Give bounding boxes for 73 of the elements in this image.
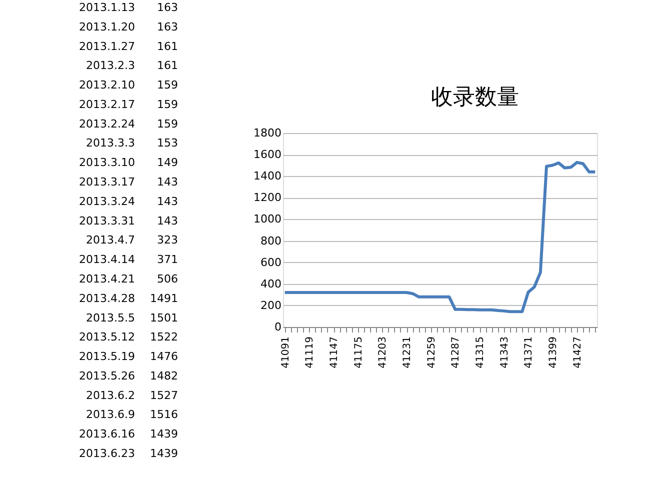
text: 1491: [150, 292, 178, 305]
text: 1501: [150, 311, 178, 324]
text: 2013.3.24: [79, 194, 135, 208]
text: 163: [157, 1, 178, 14]
x-tick-label: 41259: [426, 336, 438, 368]
text: 159: [157, 117, 178, 130]
text: 2013.3.17: [79, 176, 135, 189]
x-tick-label: 41091: [280, 336, 292, 368]
x-tick-label: 41203: [378, 336, 389, 368]
x-tick-label: 41231: [402, 336, 414, 368]
text: 143: [157, 214, 178, 228]
text: 2013.2.3: [86, 59, 135, 72]
text: 2013.3.31: [79, 214, 135, 228]
text: 159: [157, 98, 178, 111]
text: 1516: [150, 408, 178, 422]
text: 2013.6.2: [86, 388, 135, 402]
y-tick-label: 1600: [254, 148, 282, 162]
text: 2013.3.10: [79, 156, 135, 170]
text: 1527: [150, 388, 178, 402]
text: 2013.2.24: [79, 117, 135, 130]
y-tick-label: 1800: [254, 126, 282, 140]
y-tick-label: 0: [274, 320, 282, 334]
text: 149: [157, 156, 178, 170]
y-tick-label: 1200: [254, 191, 282, 204]
x-tick-label: 41287: [450, 336, 462, 368]
x-tick-label: 41119: [304, 336, 316, 368]
text: 2013.2.10: [79, 78, 135, 92]
text: 2013.5.12: [79, 330, 135, 344]
text: 2013.2.17: [79, 98, 135, 111]
text: 2013.1.20: [79, 20, 135, 34]
x-tick-label: 41175: [353, 336, 364, 368]
text: 2013.4.21: [79, 272, 135, 286]
x-tick-label: 41427: [572, 336, 584, 368]
text: 2013.5.26: [79, 369, 135, 382]
text: 161: [157, 40, 178, 53]
text: 506: [157, 272, 178, 286]
y-tick-label: 200: [260, 298, 282, 312]
text: 2013.5.19: [79, 350, 135, 364]
text: 371: [157, 253, 178, 266]
text: 2013.1.13: [79, 1, 135, 14]
text: 2013.6.23: [79, 447, 135, 460]
line-series: [283, 160, 597, 314]
text: 2013.4.14: [79, 253, 135, 266]
text: 1482: [150, 369, 178, 382]
text: 323: [157, 234, 178, 247]
text: 2013.4.7: [86, 234, 135, 247]
y-tick-label: 600: [260, 256, 282, 269]
text: 1439: [150, 447, 178, 460]
text: 1439: [150, 428, 178, 441]
text: 143: [157, 176, 178, 189]
text: 153: [157, 136, 178, 150]
x-tick-label: 41147: [329, 336, 340, 368]
text: 143: [157, 194, 178, 208]
text: 2013.4.28: [79, 292, 135, 305]
x-tick-label: 41343: [499, 336, 510, 368]
text: 2013.3.3: [86, 136, 135, 150]
x-tick-label: 41371: [524, 336, 535, 368]
chart-title: 收录数量: [431, 85, 519, 110]
text: 1522: [150, 330, 178, 344]
y-tick-label: 800: [260, 234, 282, 248]
y-tick-label: 400: [260, 277, 282, 290]
text: 2013.6.9: [86, 408, 135, 422]
text: 159: [157, 78, 178, 92]
y-tick-label: 1000: [254, 212, 282, 226]
text: 163: [157, 20, 178, 34]
x-tick-label: 41315: [475, 336, 486, 368]
text: 2013.6.16: [79, 428, 135, 441]
y-tick-label: 1400: [254, 170, 282, 183]
text: 2013.5.5: [86, 311, 135, 324]
text: 1476: [150, 350, 178, 364]
text: 2013.1.27: [79, 40, 135, 53]
x-tick-label: 41399: [548, 336, 560, 368]
text: 161: [157, 59, 178, 72]
